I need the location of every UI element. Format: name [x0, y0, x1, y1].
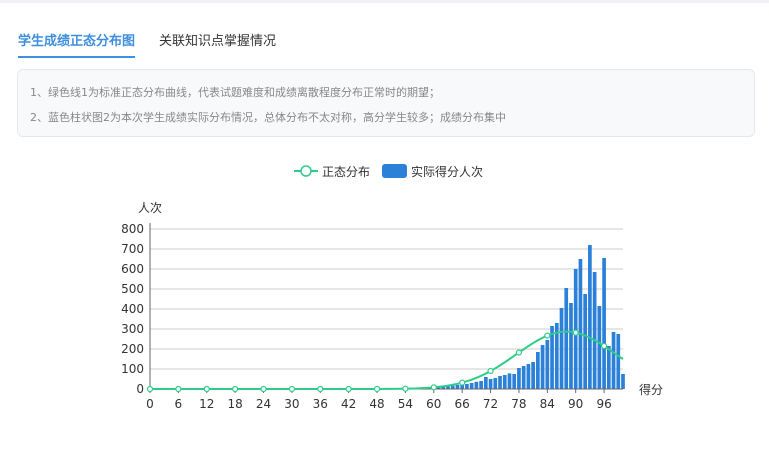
score-bar [483, 377, 488, 389]
y-tick-label: 800 [121, 222, 144, 236]
score-bar [460, 384, 465, 389]
x-tick-label: 6 [175, 397, 183, 411]
score-bar [573, 269, 578, 389]
x-tick-label: 36 [313, 397, 328, 411]
score-bar [521, 366, 526, 389]
score-bar [526, 364, 531, 389]
top-divider [0, 0, 769, 3]
y-tick-label: 0 [136, 382, 144, 396]
y-tick-label: 600 [121, 262, 144, 276]
chart-legend: 正态分布 实际得分人次 [294, 164, 483, 179]
x-tick-label: 42 [341, 397, 356, 411]
normal-point [487, 367, 494, 375]
score-bar [517, 368, 521, 389]
score-bar [540, 345, 545, 389]
normal-point [288, 385, 295, 393]
legend-label-actual: 实际得分人次 [411, 164, 483, 179]
score-bar [597, 306, 602, 389]
normal-point [600, 342, 608, 350]
score-bar [554, 323, 559, 389]
score-bar [479, 381, 483, 389]
x-tick-label: 0 [146, 397, 154, 411]
score-bar [611, 332, 616, 389]
normal-point [317, 385, 324, 393]
score-bar [602, 258, 606, 389]
score-bar [536, 352, 540, 389]
normal-point [373, 385, 381, 393]
score-bar [512, 374, 517, 389]
score-bar [592, 272, 597, 389]
x-tick-label: 48 [369, 397, 384, 411]
x-tick-label: 66 [455, 397, 470, 411]
y-tick-label: 300 [121, 322, 144, 336]
y-tick-label: 100 [121, 362, 144, 376]
description-line-2: 2、蓝色柱状图2为本次学生成绩实际分布情况，总体分布不太对称，高分学生较多；成绩… [30, 111, 506, 124]
normal-point [260, 385, 267, 393]
x-tick-label: 18 [227, 397, 242, 411]
score-bar [498, 376, 502, 389]
score-bar [446, 386, 450, 389]
score-bar [588, 245, 592, 389]
score-bar [507, 373, 512, 389]
y-tick-label: 700 [121, 242, 144, 256]
score-bar [450, 385, 455, 389]
score-bar [583, 294, 588, 389]
x-tick-label: 12 [199, 397, 214, 411]
score-bar [493, 378, 498, 389]
score-bar [569, 303, 573, 389]
description-box: 1、绿色线1为标准正态分布曲线，代表试题难度和成绩离散程度分布正常时的期望； 2… [17, 69, 755, 137]
tab-bar: 学生成绩正态分布图 关联知识点掌握情况 [18, 30, 300, 58]
score-bar [469, 383, 474, 389]
score-bar [531, 362, 535, 389]
score-bar [502, 375, 507, 389]
x-tick-label: 96 [596, 397, 611, 411]
x-tick-label: 90 [568, 397, 583, 411]
y-tick-label: 400 [121, 302, 144, 316]
score-bar [455, 385, 460, 389]
score-bar [621, 374, 625, 389]
legend-bar-swatch [382, 164, 407, 178]
score-bar [474, 381, 479, 389]
description-line-1: 1、绿色线1为标准正态分布曲线，代表试题难度和成绩离散程度分布正常时的期望； [30, 86, 440, 99]
normal-point [345, 385, 352, 393]
normal-point [459, 379, 466, 386]
x-tick-label: 54 [398, 397, 413, 411]
normal-point [572, 329, 579, 336]
y-tick-label: 200 [121, 342, 144, 356]
normal-point [203, 385, 210, 393]
y-tick-label: 500 [121, 282, 144, 296]
x-axis-title: 得分 [639, 382, 663, 397]
x-tick-label: 24 [256, 397, 271, 411]
score-bar [578, 259, 583, 389]
score-bar [436, 387, 441, 389]
x-tick-label: 30 [284, 397, 299, 411]
normal-point [544, 332, 551, 339]
score-bar [559, 308, 564, 389]
normal-distribution-line [150, 330, 624, 390]
tab-knowledge-mastery[interactable]: 关联知识点掌握情况 [159, 34, 277, 49]
x-tick-label: 60 [426, 397, 441, 411]
normal-point [515, 349, 523, 356]
normal-point [430, 384, 437, 391]
legend-line-marker [300, 165, 312, 177]
score-bar [441, 386, 446, 389]
score-bar [488, 379, 493, 389]
normal-point [232, 385, 239, 393]
x-tick-label: 78 [511, 397, 526, 411]
tab-normal-distribution[interactable]: 学生成绩正态分布图 [18, 30, 136, 58]
x-tick-label: 72 [483, 397, 498, 411]
normal-point [146, 385, 154, 393]
score-bar [550, 326, 554, 389]
score-bar [606, 346, 611, 389]
legend-label-normal: 正态分布 [322, 165, 370, 179]
normal-point [175, 385, 182, 393]
normal-point [402, 385, 409, 392]
score-bar [545, 340, 550, 389]
x-tick-label: 84 [540, 397, 555, 411]
score-bar [616, 334, 621, 389]
score-bar [465, 384, 469, 389]
score-bar [564, 288, 569, 389]
y-axis-title: 人次 [138, 201, 162, 215]
